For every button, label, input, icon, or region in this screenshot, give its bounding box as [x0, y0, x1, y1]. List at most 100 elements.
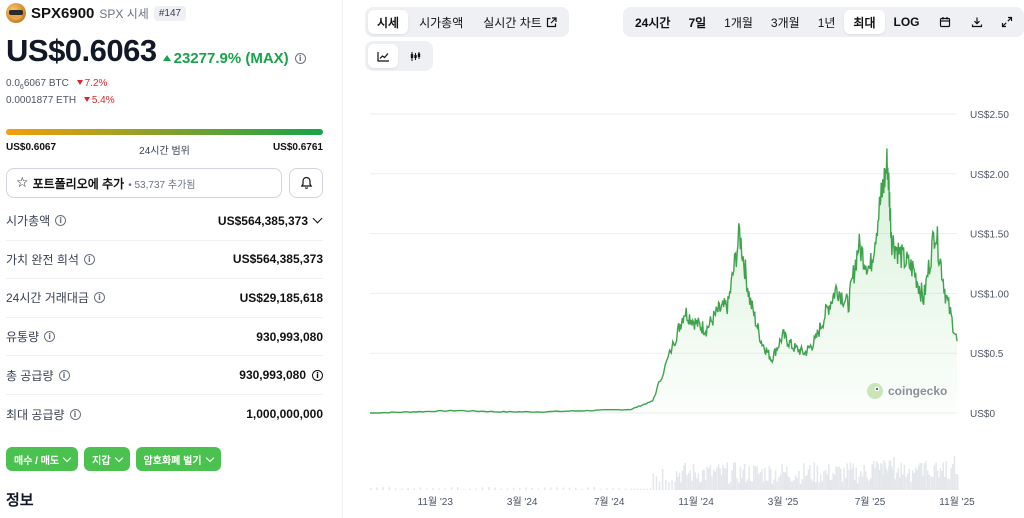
x-tick-label: 11월 '25 [939, 496, 975, 508]
volume-bar [896, 472, 898, 490]
volume-bar [745, 481, 747, 490]
wallet-label: 지갑 [92, 455, 111, 467]
info-icon[interactable]: i [312, 369, 323, 381]
volume-bar [413, 488, 415, 490]
earn-crypto-button[interactable]: 암호화폐 벌기 [135, 447, 221, 471]
volume-bar [888, 460, 891, 490]
price-alert-button[interactable] [289, 168, 323, 198]
volume-bar [481, 487, 484, 490]
volume-bar [812, 480, 814, 490]
candlestick-chart-button[interactable] [400, 44, 430, 68]
volume-bar [855, 467, 857, 490]
volume-bar [804, 476, 807, 490]
info-icon[interactable]: i [44, 331, 56, 343]
stat-label: 최대 공급량 [6, 407, 65, 422]
info-icon[interactable]: i [69, 408, 81, 420]
info-icon[interactable]: i [58, 369, 70, 381]
volume-bar [838, 466, 840, 490]
stat-value: 930,993,080 [239, 368, 306, 383]
portfolio-count-value: 53,737 추가됨 [134, 179, 196, 191]
tab-3m[interactable]: 3개월 [770, 15, 800, 30]
volume-bar [731, 470, 733, 490]
volume-bar [463, 489, 465, 490]
volume-bar [894, 479, 897, 490]
volume-bar [709, 464, 712, 490]
caret-up-icon [162, 55, 171, 61]
volume-bar [773, 479, 775, 490]
volume-bar [891, 471, 894, 490]
stat-label-wrap: 24시간 거래대금 i [6, 289, 105, 306]
stat-value-wrap[interactable]: US$564,385,373 [218, 214, 323, 228]
bell-icon [300, 176, 312, 189]
volume-bar [687, 473, 690, 490]
volume-bar [652, 473, 655, 490]
volume-bar [786, 467, 788, 490]
coin-name: SPX6900 [31, 4, 95, 22]
tab-24h[interactable]: 24시간 [635, 15, 671, 30]
tab-live-chart[interactable]: 실시간 차트 [474, 10, 566, 34]
tab-log[interactable]: LOG [893, 15, 920, 29]
x-axis-labels: 11월 '23 3월 '24 7월 '24 11월 '24 3월 '25 7월 '25 11… [418, 496, 976, 508]
volume-bar [425, 488, 428, 490]
volume-bar [813, 462, 815, 490]
volume-bar [550, 487, 552, 490]
y-tick-label: US$1.00 [970, 289, 1009, 300]
volume-bar [759, 472, 762, 490]
add-to-portfolio-button[interactable]: ☆ 포트폴리오에 추가 • 53,737 추가됨 [6, 168, 282, 198]
fullscreen-button[interactable] [993, 10, 1021, 34]
stat-label: 24시간 거래대금 [6, 291, 89, 306]
info-icon[interactable]: i [294, 53, 306, 64]
download-button[interactable] [961, 10, 993, 34]
info-icon[interactable]: i [55, 215, 67, 227]
volume-bar [881, 464, 883, 490]
volume-bar [925, 461, 927, 490]
wallet-button[interactable]: 지갑 [84, 447, 130, 471]
volume-bar [646, 488, 648, 490]
volume-bar [885, 468, 887, 490]
tab-max[interactable]: 최대 [844, 10, 885, 34]
stat-label-wrap: 유통량 i [6, 328, 56, 345]
volume-bar [370, 487, 372, 490]
tab-price[interactable]: 시세 [368, 10, 409, 34]
volume-bar [911, 470, 914, 490]
time-range-tabs: 24시간 7일 1개월 3개월 1년 최대 LOG [623, 7, 1024, 37]
buy-sell-button[interactable]: 매수 / 매도 [6, 447, 79, 471]
chevron-down-icon [205, 453, 214, 462]
volume-bar [801, 479, 803, 490]
y-axis-labels: US$0 US$0.5 US$1.00 US$1.50 US$2.00 US$2.50 [970, 110, 1009, 420]
volume-bar [843, 467, 845, 490]
stat-value: US$564,385,373 [232, 252, 323, 267]
volume-bar [754, 466, 757, 490]
volume-bar [821, 481, 824, 490]
btc-change: 7.2% [76, 78, 107, 89]
action-buttons: 매수 / 매도 지갑 암호화폐 벌기 [6, 447, 221, 471]
volume-bar [525, 487, 527, 490]
info-icon[interactable]: i [83, 253, 95, 265]
line-chart-button[interactable] [368, 44, 398, 68]
volume-bar [935, 462, 937, 490]
volume-bar [689, 470, 691, 490]
tab-7d[interactable]: 7일 [688, 15, 707, 30]
volume-bar [692, 464, 695, 490]
volume-bar [500, 488, 502, 490]
price-chart[interactable]: US$0 US$0.5 US$1.00 US$1.50 US$2.00 US$2.50 1… [345, 90, 1015, 515]
volume-bar [823, 471, 825, 490]
volume-bar [469, 488, 471, 490]
volume-bar [376, 487, 378, 490]
info-icon[interactable]: i [93, 292, 105, 304]
volume-bar [788, 477, 791, 490]
volume-bar [938, 477, 940, 490]
volume-bar [783, 471, 785, 490]
volume-bar [930, 476, 932, 490]
calendar-button[interactable] [929, 10, 961, 34]
volume-bar [849, 462, 852, 490]
volume-bar [758, 473, 760, 490]
tab-market-cap[interactable]: 시가총액 [419, 15, 464, 30]
tab-1y[interactable]: 1년 [817, 15, 836, 30]
volume-bar [833, 474, 836, 490]
volume-bar [793, 480, 795, 490]
volume-bar [519, 487, 521, 490]
tab-1m[interactable]: 1개월 [724, 15, 753, 30]
volume-bar [756, 466, 758, 490]
volume-bar [917, 465, 920, 490]
